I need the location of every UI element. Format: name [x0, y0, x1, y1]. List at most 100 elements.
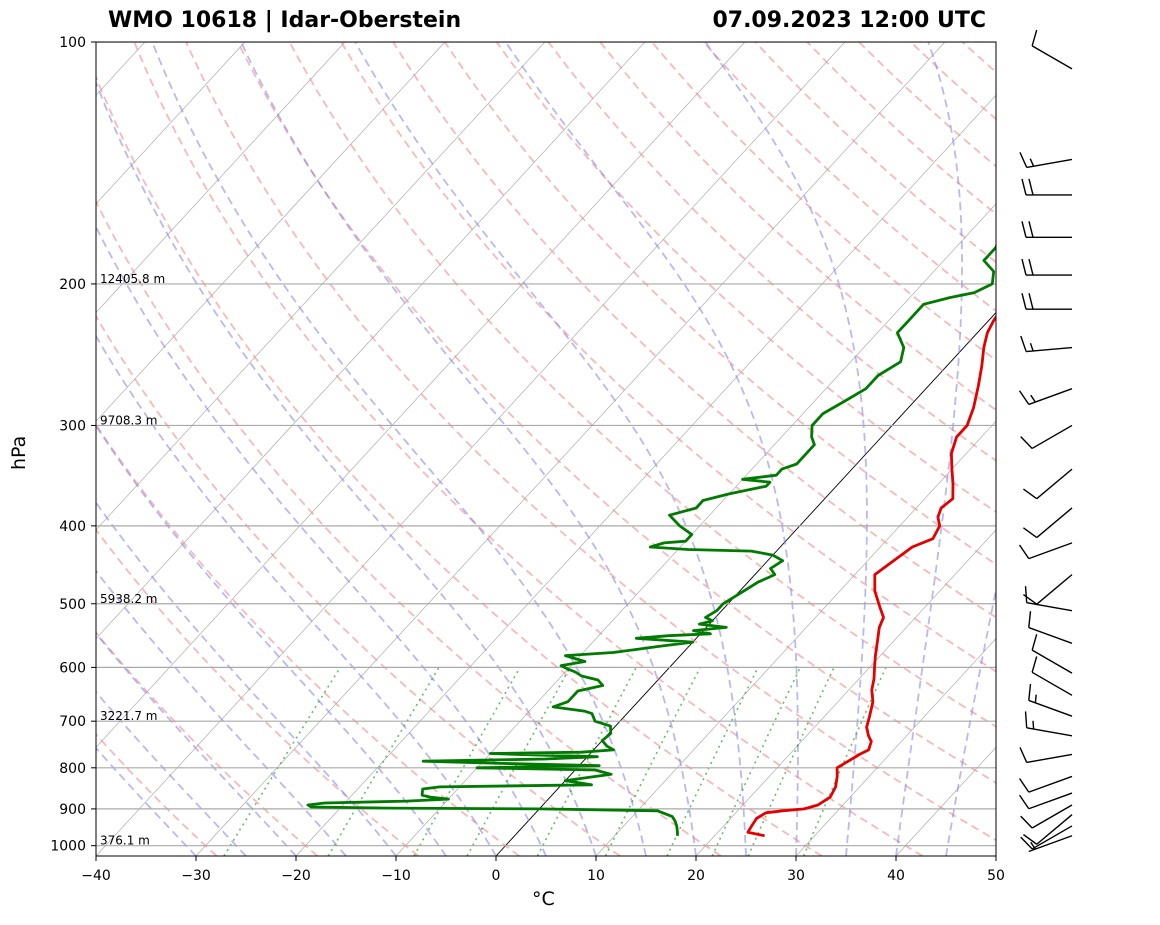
- moist-adiabat: [96, 424, 447, 856]
- x-tick-label: 20: [687, 868, 705, 884]
- wind-barb: [1028, 683, 1073, 717]
- dry-adiabat: [236, 42, 996, 784]
- sounding-profiles: [306, 242, 996, 838]
- pressure-gridlines: [96, 42, 996, 847]
- y-tick-label: 300: [59, 418, 86, 434]
- moist-adiabat: [704, 42, 868, 856]
- wind-barb-staff: [1031, 825, 1073, 850]
- isotherm: [695, 529, 996, 856]
- wind-barb-flag: [1024, 586, 1028, 603]
- wind-barb-staff: [1026, 346, 1073, 353]
- wind-barb-half-flag: [1029, 342, 1034, 352]
- isotherm: [96, 42, 446, 422]
- wind-barb-staff: [1031, 424, 1073, 450]
- wind-barb: [1019, 747, 1073, 764]
- moist-adiabat: [895, 42, 964, 856]
- wind-barb-staff: [1036, 468, 1073, 500]
- x-tick-label: −30: [181, 868, 211, 884]
- wind-barb-staff: [1028, 792, 1073, 810]
- y-axis: 100 200 300 400 500 600 700 800 900 1000: [50, 35, 96, 855]
- dry-adiabat: [754, 42, 996, 264]
- wind-barb-flag: [1028, 221, 1034, 238]
- wind-barb-flag: [1018, 778, 1030, 793]
- mixing-ratio-line: [747, 667, 835, 856]
- dry-adiabat: [858, 42, 996, 168]
- x-axis: −40 −30 −20 −10 0 10 20 30 40 50: [81, 856, 1005, 884]
- wind-barb: [1018, 775, 1073, 793]
- wind-barb-staff: [1031, 671, 1073, 696]
- y-tick-label: 100: [59, 35, 86, 51]
- dry-adiabat: [1118, 42, 1160, 856]
- wind-barb-flag: [1024, 711, 1028, 728]
- dry-adiabat: [288, 42, 996, 728]
- wind-barb-staff: [1026, 601, 1073, 612]
- mixing-ratio-line: [604, 667, 702, 856]
- dry-adiabat: [185, 42, 996, 842]
- moist-adiabat: [96, 80, 597, 856]
- moist-adiabat: [96, 569, 347, 856]
- wind-barb-flag: [1021, 258, 1027, 276]
- wind-barb: [1031, 29, 1073, 70]
- wind-barb: [1023, 574, 1073, 605]
- isotherm: [96, 42, 646, 640]
- height-label: 12405.8 m: [100, 272, 165, 286]
- wind-barbs: [1018, 29, 1073, 853]
- wind-barb: [1020, 335, 1073, 353]
- wind-barb-half-flag: [1029, 158, 1035, 167]
- wind-barb-flag: [1028, 258, 1034, 276]
- y-tick-label: 200: [59, 277, 86, 293]
- wind-barb-flag: [1021, 221, 1027, 238]
- wind-barb-flag: [1031, 634, 1038, 651]
- x-tick-label: 0: [492, 868, 501, 884]
- y-tick-label: 700: [59, 714, 86, 730]
- wind-barb: [1031, 656, 1073, 696]
- wind-barb-staff: [1028, 626, 1073, 644]
- x-tick-label: −10: [381, 868, 411, 884]
- mixing-ratio-line: [802, 667, 887, 856]
- wind-barb-staff: [1028, 388, 1073, 406]
- moist-adiabat: [504, 42, 799, 856]
- wind-barb-staff: [1026, 727, 1073, 737]
- wind-barb: [1020, 825, 1073, 850]
- wind-barb-staff: [1031, 649, 1073, 674]
- wind-barb: [1018, 388, 1073, 406]
- height-labels: 12405.8 m 9708.3 m 5938.2 m 3221.7 m 376.1 m: [100, 272, 165, 848]
- dry-adiabat: [1066, 42, 1160, 856]
- wind-barb: [1021, 258, 1072, 276]
- moist-adiabat: [240, 42, 697, 856]
- isotherm: [795, 638, 996, 856]
- moist-adiabat: [96, 224, 547, 856]
- wind-barb: [1018, 792, 1073, 810]
- y-tick-label: 1000: [50, 839, 86, 855]
- dry-adiabat: [340, 42, 996, 673]
- wind-barb-staff: [1028, 835, 1073, 853]
- isotherm: [595, 420, 996, 856]
- height-label: 9708.3 m: [100, 413, 158, 427]
- dry-adiabat: [133, 42, 924, 856]
- x-tick-label: 50: [987, 868, 1005, 884]
- x-tick-label: −20: [281, 868, 311, 884]
- wind-barb-staff: [1028, 699, 1073, 717]
- mixing-ratio-line: [711, 667, 802, 856]
- zero-isotherm: [495, 311, 996, 856]
- dry-adiabat: [702, 42, 996, 312]
- x-tick-label: 40: [887, 868, 905, 884]
- wind-barb-staff: [1031, 804, 1073, 829]
- x-tick-label: −40: [81, 868, 111, 884]
- wind-barb-flag: [1031, 29, 1038, 47]
- plot-frame: [95, 41, 997, 857]
- wind-barb-flag: [1018, 390, 1030, 405]
- wind-barb-flag: [1019, 152, 1028, 168]
- moist-adiabat: [96, 690, 247, 856]
- wind-barb-staff: [1026, 753, 1073, 764]
- height-label: 5938.2 m: [100, 592, 158, 606]
- wind-barb-staff: [1036, 574, 1073, 605]
- wind-barb-flag: [1021, 293, 1027, 310]
- isotherm: [295, 94, 996, 856]
- wind-barb: [1019, 152, 1073, 169]
- dry-adiabat: [651, 42, 996, 362]
- wind-barb: [1028, 611, 1073, 644]
- y-tick-label: 500: [59, 597, 86, 613]
- mixing-ratio-line: [223, 666, 341, 856]
- wind-barb: [1021, 221, 1072, 239]
